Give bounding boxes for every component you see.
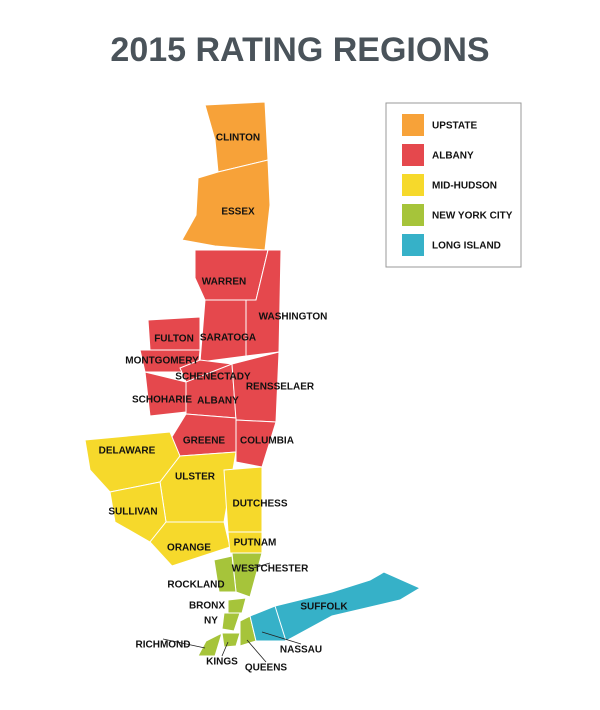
county-label: SCHENECTADY xyxy=(175,372,251,383)
county xyxy=(249,605,287,642)
county-label: NASSAU xyxy=(280,645,322,656)
legend-label: LONG ISLAND xyxy=(432,241,501,252)
county-label: DUTCHESS xyxy=(232,499,287,510)
legend-swatch xyxy=(402,114,424,136)
legend-label: NEW YORK CITY xyxy=(432,211,513,222)
legend-swatch xyxy=(402,144,424,166)
county-label: ROCKLAND xyxy=(167,580,224,591)
county-label: SCHOHARIE xyxy=(132,395,192,406)
county-label: ALBANY xyxy=(197,396,239,407)
county xyxy=(213,555,237,593)
leader-line xyxy=(162,638,206,649)
leader-line xyxy=(249,562,271,570)
county-label: SARATOGA xyxy=(200,333,256,344)
county xyxy=(149,521,231,567)
county-label: MONTGOMERY xyxy=(125,356,199,367)
county-label: ULSTER xyxy=(175,472,216,483)
county-label: WARREN xyxy=(202,277,246,288)
county-label: SUFFOLK xyxy=(300,602,348,613)
county xyxy=(199,299,247,363)
county-label: FULTON xyxy=(154,334,194,345)
county-label: SULLIVAN xyxy=(108,507,157,518)
county-label: RICHMOND xyxy=(136,640,191,651)
county-label: GREENE xyxy=(183,436,226,447)
county-label: PUTNAM xyxy=(234,538,277,549)
county-label: COLUMBIA xyxy=(240,436,294,447)
county-label: CLINTON xyxy=(216,133,260,144)
county xyxy=(231,552,263,598)
leader-line xyxy=(246,639,267,663)
county-label: DELAWARE xyxy=(99,446,156,457)
legend-swatch xyxy=(402,204,424,226)
legend-swatch xyxy=(402,174,424,196)
county-label: ESSEX xyxy=(221,207,255,218)
legend-swatch xyxy=(402,234,424,256)
legend-label: MID-HUDSON xyxy=(432,181,497,192)
county-label: QUEENS xyxy=(245,663,288,674)
county xyxy=(194,249,269,301)
map-title: 2015 RATING REGIONS xyxy=(110,31,489,69)
legend-label: UPSTATE xyxy=(432,121,478,132)
county xyxy=(181,159,271,251)
county-label: KINGS xyxy=(206,657,238,668)
leader-line xyxy=(221,641,229,657)
county xyxy=(227,597,247,614)
county xyxy=(197,632,223,657)
county-label: WASHINGTON xyxy=(259,312,328,323)
county-label: NY xyxy=(204,616,218,627)
county-label: BRONX xyxy=(189,601,225,612)
county-label: WESTCHESTER xyxy=(232,564,309,575)
county-label: ORANGE xyxy=(167,543,211,554)
county-label: RENSSELAER xyxy=(246,382,315,393)
leader-line xyxy=(261,631,302,645)
county xyxy=(221,632,241,648)
county xyxy=(221,612,241,632)
legend-label: ALBANY xyxy=(432,151,474,162)
